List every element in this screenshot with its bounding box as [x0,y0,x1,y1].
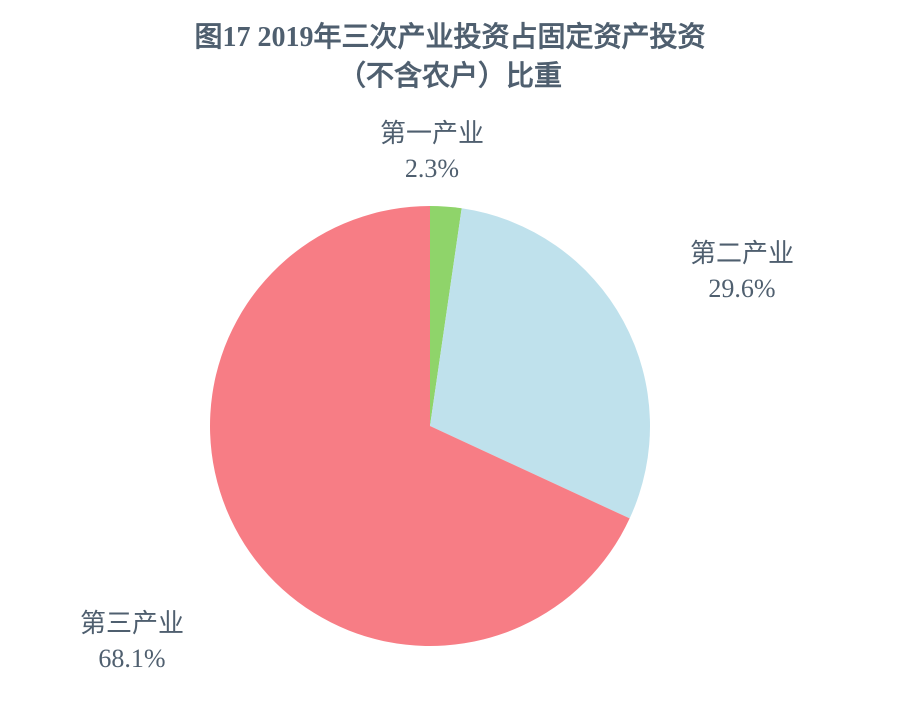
chart-title-line1: 图17 2019年三次产业投资占固定资产投资 [0,18,900,57]
slice-label-2-name: 第二产业 [690,236,794,271]
slice-label-1-pct: 2.3% [380,151,484,186]
slice-label-3: 第三产业 68.1% [80,606,184,676]
slice-label-3-pct: 68.1% [80,641,184,676]
pie-chart-area: 第一产业 2.3% 第二产业 29.6% 第三产业 68.1% [0,96,900,716]
pie-chart [208,204,652,648]
slice-label-2-pct: 29.6% [690,271,794,306]
slice-label-2: 第二产业 29.6% [690,236,794,306]
slice-label-3-name: 第三产业 [80,606,184,641]
slice-label-1: 第一产业 2.3% [380,116,484,186]
chart-title-line2: （不含农户）比重 [0,57,900,96]
slice-label-1-name: 第一产业 [380,116,484,151]
chart-title: 图17 2019年三次产业投资占固定资产投资 （不含农户）比重 [0,0,900,96]
